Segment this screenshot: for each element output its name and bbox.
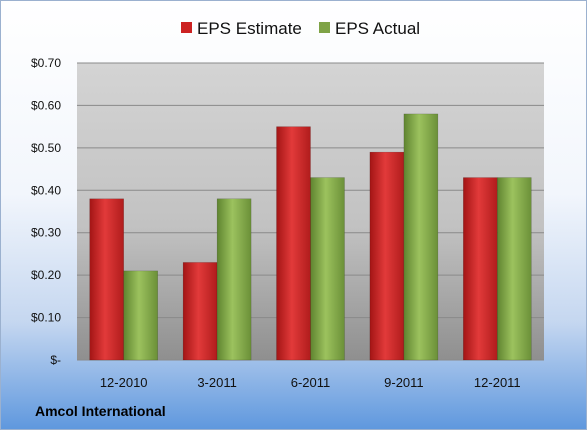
bar-actual: [123, 270, 158, 361]
legend-label: EPS Estimate: [197, 19, 302, 38]
legend-swatch: [319, 22, 330, 33]
bar-estimate: [182, 262, 218, 361]
x-category-label: 3-2011: [197, 375, 237, 390]
company-name: Amcol International: [35, 403, 166, 419]
x-category-label: 12-2010: [100, 375, 148, 390]
legend-swatch: [181, 22, 192, 33]
bar-actual: [216, 198, 252, 361]
y-tick-label: $0.10: [31, 311, 61, 325]
bar-estimate: [463, 177, 498, 361]
legend: EPS Estimate EPS Actual: [181, 19, 420, 38]
bar-estimate: [276, 126, 311, 361]
bar-estimate: [369, 151, 405, 361]
y-tick-label: $0.30: [31, 226, 61, 240]
y-axis-ticks: $- $0.10 $0.20 $0.30 $0.40 $0.50 $0.60 $0.70: [31, 56, 61, 367]
y-tick-label: $-: [50, 353, 61, 367]
y-tick-label: $0.60: [31, 98, 61, 112]
y-tick-label: $0.50: [31, 141, 61, 155]
bar-actual: [403, 113, 439, 361]
bars: [89, 113, 532, 361]
y-tick-label: $0.40: [31, 183, 61, 197]
bar-actual: [497, 177, 532, 361]
y-tick-label: $0.20: [31, 268, 61, 282]
legend-label: EPS Actual: [335, 19, 420, 38]
bar-actual: [310, 177, 345, 361]
bar-estimate: [89, 198, 124, 361]
y-tick-label: $0.70: [31, 56, 61, 70]
x-axis-categories: 12-2010 3-2011 6-2011 9-2011 12-2011: [100, 375, 521, 390]
x-category-label: 6-2011: [291, 375, 331, 390]
x-category-label: 12-2011: [474, 375, 521, 390]
x-category-label: 9-2011: [384, 375, 424, 390]
